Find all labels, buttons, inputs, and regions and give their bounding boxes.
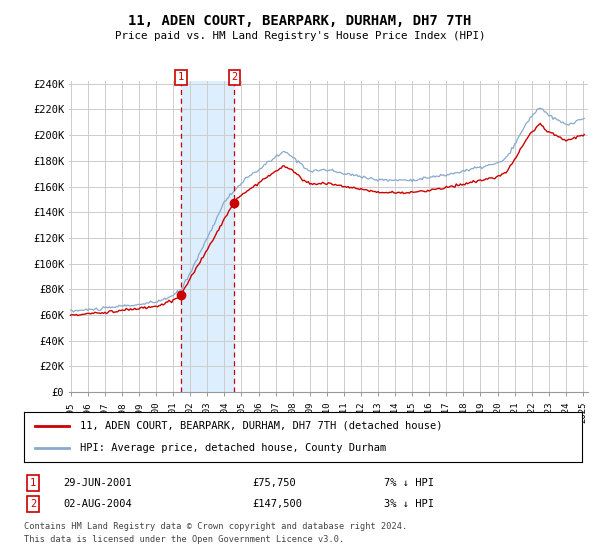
Text: £75,750: £75,750 (252, 478, 296, 488)
Text: £147,500: £147,500 (252, 499, 302, 509)
Text: 11, ADEN COURT, BEARPARK, DURHAM, DH7 7TH (detached house): 11, ADEN COURT, BEARPARK, DURHAM, DH7 7T… (80, 421, 442, 431)
Text: 1: 1 (178, 72, 184, 82)
Text: Contains HM Land Registry data © Crown copyright and database right 2024.: Contains HM Land Registry data © Crown c… (24, 522, 407, 531)
Text: 1: 1 (30, 478, 36, 488)
Text: This data is licensed under the Open Government Licence v3.0.: This data is licensed under the Open Gov… (24, 535, 344, 544)
Text: 11, ADEN COURT, BEARPARK, DURHAM, DH7 7TH: 11, ADEN COURT, BEARPARK, DURHAM, DH7 7T… (128, 14, 472, 28)
Bar (181, 81, 235, 392)
Text: 3% ↓ HPI: 3% ↓ HPI (384, 499, 434, 509)
Text: 7% ↓ HPI: 7% ↓ HPI (384, 478, 434, 488)
Text: 2: 2 (231, 72, 238, 82)
Text: 02-AUG-2004: 02-AUG-2004 (63, 499, 132, 509)
Text: Price paid vs. HM Land Registry's House Price Index (HPI): Price paid vs. HM Land Registry's House … (115, 31, 485, 41)
Text: 2: 2 (30, 499, 36, 509)
Text: HPI: Average price, detached house, County Durham: HPI: Average price, detached house, Coun… (80, 443, 386, 453)
Text: 29-JUN-2001: 29-JUN-2001 (63, 478, 132, 488)
